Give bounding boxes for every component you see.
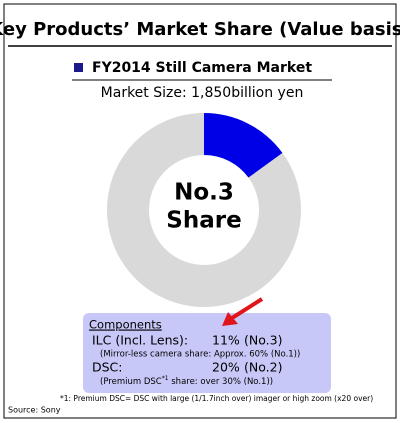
component-rank: (No.3)	[244, 333, 282, 348]
component-note: (Premium DSC*1 share: over 30% (No.1))	[100, 375, 273, 387]
component-note: (Mirror-less camera share: Approx. 60% (…	[100, 350, 300, 360]
donut-segment	[204, 113, 283, 178]
arrow	[230, 297, 264, 320]
arrow-head	[222, 312, 238, 326]
component-share: 20%	[212, 360, 240, 375]
market-size: Market Size: 1,850billion yen	[101, 85, 304, 101]
components-box	[83, 313, 331, 393]
donut-segment	[106, 113, 301, 307]
component-rank: (No.2)	[244, 360, 282, 375]
component-share: 11%	[212, 333, 240, 348]
component-name: DSC:	[92, 360, 123, 375]
components-heading: Components	[89, 318, 162, 332]
center-label: Share	[166, 208, 241, 234]
center-label: No.3	[174, 180, 234, 206]
note-sup: *1	[162, 375, 169, 382]
note-text: share: over 30% (No.1))	[169, 377, 274, 387]
bullet	[74, 63, 83, 72]
title: Key Products’ Market Share (Value basis)	[0, 19, 400, 40]
component-name: ILC (Incl. Lens):	[92, 333, 188, 348]
note-text: (Premium DSC	[100, 377, 162, 387]
source: Source: Sony	[8, 406, 61, 415]
subtitle: FY2014 Still Camera Market	[92, 60, 312, 76]
footnote: *1: Premium DSC= DSC with large (1/1.7in…	[60, 394, 373, 403]
